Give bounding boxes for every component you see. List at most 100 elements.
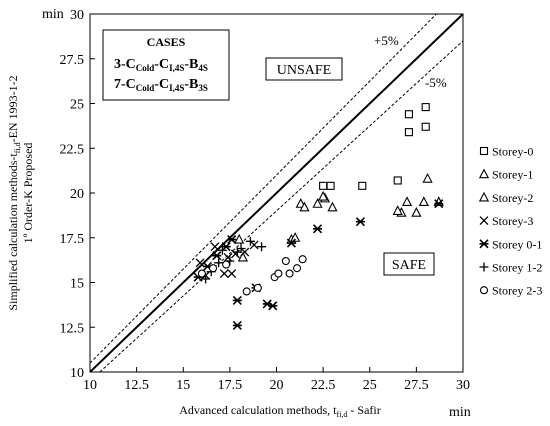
legend-marker-storey-2 — [478, 191, 490, 202]
data-point-storey-0-1 — [221, 242, 231, 252]
data-point-storey-3 — [249, 240, 259, 250]
data-point-storey-1 — [312, 198, 323, 208]
data-point-storey-2-3 — [292, 264, 302, 273]
identity-line — [89, 13, 464, 373]
legend-label-storey-1: Storey-1 — [492, 168, 533, 182]
y-tick-label: 17.5 — [60, 232, 85, 247]
y-axis-ticks: 10 12.5 15 17.5 20 22.5 25 27.5 30 — [60, 8, 95, 381]
legend-label-storey-0: Storey-0 — [492, 145, 533, 159]
cases-line-1: 3-CCold-CI,4S-B4S — [114, 57, 208, 73]
unsafe-label-box — [265, 57, 343, 81]
legend-label-storey-2-3: Storey 2-3 — [492, 284, 542, 298]
y-tick-label: 12.5 — [60, 321, 85, 336]
safe-label-box — [383, 252, 435, 276]
data-point-storey-3 — [223, 252, 233, 262]
cases-line-1-a: 3-C — [114, 57, 136, 72]
cases-line-1-a-sub: Cold — [136, 63, 155, 73]
data-point-storey-3 — [240, 247, 250, 257]
data-point-storey-0-1 — [268, 301, 278, 311]
legend-marker-storey-3 — [479, 216, 489, 226]
reference-lines — [89, 13, 464, 373]
legend: Storey-0 Storey-1 Storey-2 Storey-3 Storey 0… — [478, 145, 542, 298]
y-axis-label-after: -EN 1993-1-2 — [6, 75, 20, 142]
y-tick-label: 10 — [70, 366, 84, 381]
unsafe-label-text: UNSAFE — [277, 63, 331, 78]
data-point-storey-0 — [393, 176, 402, 185]
x-axis-ticks: 10 12.5 15 17.5 20 22.5 25 27.5 30 — [83, 367, 470, 393]
data-point-storey-2 — [318, 190, 329, 201]
legend-label-storey-1-2: Storey 1-2 — [492, 261, 542, 275]
data-point-storey-1-2 — [217, 245, 227, 255]
legend-marker-storey-0 — [479, 146, 489, 156]
data-point-storey-2-3 — [222, 260, 231, 269]
y-axis-label-line1: Simplified calculation methods-tfi,d-EN … — [6, 75, 22, 310]
data-point-storey-2-3 — [242, 287, 251, 296]
data-point-storey-3 — [231, 249, 240, 259]
data-point-storey-2-3 — [209, 264, 218, 273]
y-axis-label-line2: 1º Order-K Proposed — [21, 143, 35, 244]
data-points — [193, 103, 444, 331]
y-tick-label: 20 — [70, 187, 84, 202]
cases-line-1-b-sub: I,4S — [169, 63, 184, 73]
cases-box: CASES 3-CCold-CI,4S-B4S 7-CCold-CI,4S-B3… — [102, 29, 230, 101]
data-point-storey-2 — [237, 251, 249, 262]
cases-line-1-c-sub: 4S — [198, 63, 208, 73]
x-axis-label-main: Advanced calculation methods, t — [179, 403, 337, 417]
safe-region-label: SAFE — [383, 252, 435, 276]
cases-line-1-b: -C — [154, 57, 169, 72]
data-point-storey-0-1 — [286, 238, 296, 248]
minus-5-percent-line — [99, 40, 464, 373]
x-tick-label: 20 — [270, 378, 284, 393]
legend-label-storey-2: Storey-2 — [492, 191, 533, 205]
data-point-storey-2 — [392, 205, 403, 215]
cases-box-frame — [102, 29, 230, 101]
data-point-storey-0-1 — [232, 320, 242, 331]
cases-line-2-c: -B — [184, 77, 198, 92]
safe-label-text: SAFE — [392, 258, 426, 273]
data-point-storey-1 — [401, 196, 413, 206]
data-point-storey-2-3 — [253, 283, 262, 292]
data-point-storey-1-2 — [214, 258, 224, 268]
data-point-storey-1-2 — [245, 236, 255, 246]
y-tick-label: 30 — [70, 8, 84, 23]
data-point-storey-2-3 — [197, 269, 206, 278]
legend-label-storey-0-1: Storey 0-1 — [492, 237, 542, 251]
legend-label-storey-3: Storey-3 — [492, 214, 533, 228]
y-axis-label-sub: fi,d — [13, 142, 22, 153]
legend-marker-storey-2-3 — [479, 286, 489, 295]
data-point-storey-1-2 — [257, 242, 267, 252]
data-point-storey-2 — [299, 201, 310, 212]
minus-5-percent-label: -5% — [425, 75, 447, 90]
data-point-storey-0-1 — [212, 251, 222, 261]
cases-line-2-c-sub: 3S — [198, 83, 208, 93]
x-axis-label: Advanced calculation methods, tfi,d - Sa… — [179, 403, 381, 419]
data-point-storey-0 — [404, 110, 413, 119]
y-tick-label: 15 — [70, 277, 84, 292]
data-point-storey-2-3 — [281, 256, 290, 266]
data-point-storey-1 — [418, 196, 429, 206]
cases-line-2-a-sub: Cold — [136, 83, 155, 93]
data-point-storey-0-1 — [227, 234, 237, 245]
data-point-storey-0 — [358, 181, 367, 190]
data-point-storey-0-1 — [355, 217, 365, 227]
data-point-storey-0 — [421, 122, 430, 131]
data-point-storey-2-3 — [274, 269, 283, 278]
data-point-storey-0-1 — [312, 224, 323, 234]
cases-line-1-c: -B — [184, 57, 198, 72]
x-tick-label: 10 — [83, 378, 97, 393]
cases-line-2: 7-CCold-CI,4S-B3S — [114, 77, 208, 93]
data-point-storey-0 — [326, 181, 335, 190]
data-point-storey-0 — [319, 181, 328, 190]
legend-marker-storey-1-2 — [479, 262, 489, 272]
legend-marker-storey-1 — [478, 168, 490, 179]
y-tick-label: 25 — [70, 98, 84, 113]
y-tick-label: 22.5 — [60, 142, 85, 157]
x-tick-label: 15 — [176, 378, 190, 393]
plus-5-percent-label: +5% — [374, 33, 399, 48]
cases-line-2-a: 7-C — [114, 77, 136, 92]
data-point-storey-1-2 — [236, 243, 246, 253]
data-point-storey-0 — [404, 128, 413, 137]
data-point-storey-3 — [210, 242, 220, 252]
x-tick-label: 25 — [363, 378, 377, 393]
data-point-storey-1 — [411, 207, 422, 217]
